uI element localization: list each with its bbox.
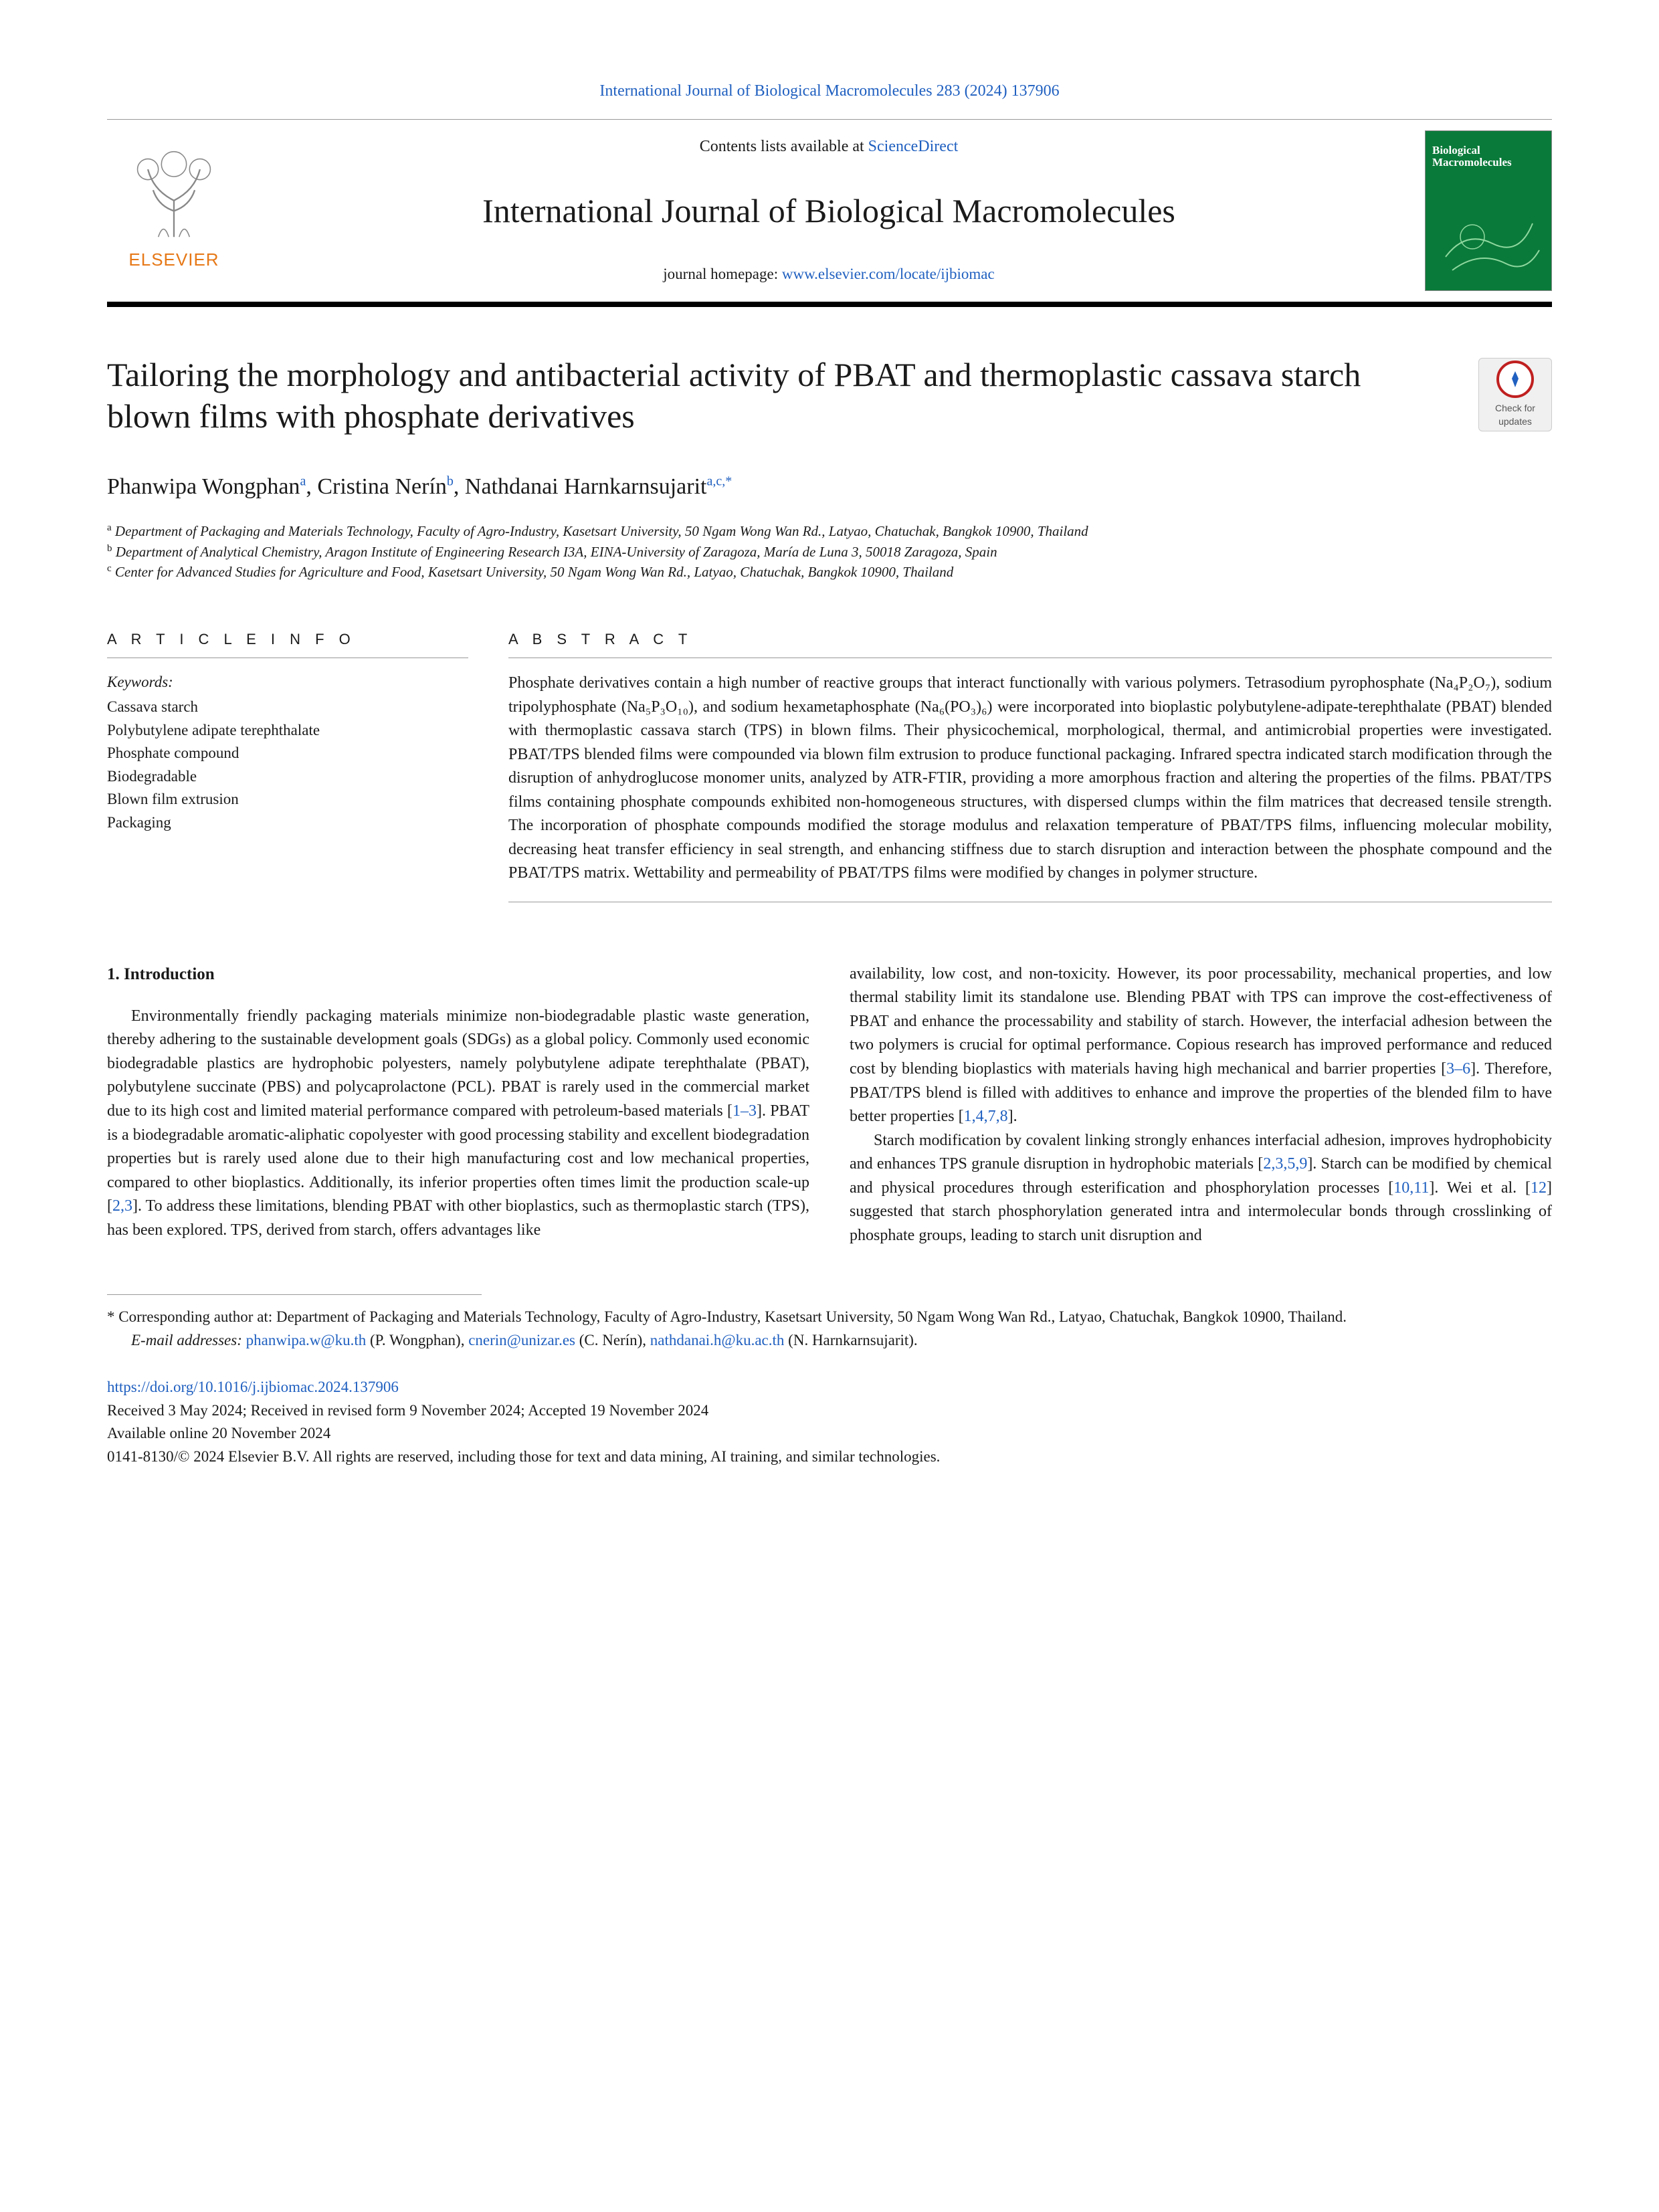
title-block: Tailoring the morphology and antibacteri…: [107, 354, 1552, 437]
sciencedirect-link[interactable]: ScienceDirect: [868, 138, 959, 155]
p3-c: ]. Wei et al. [: [1429, 1179, 1531, 1197]
copyright-line: 0141-8130/© 2024 Elsevier B.V. All right…: [107, 1445, 1552, 1469]
keyword-item: Cassava starch: [107, 696, 468, 719]
affil-c: c Center for Advanced Studies for Agricu…: [107, 562, 1552, 582]
online-line: Available online 20 November 2024: [107, 1422, 1552, 1445]
authors-line: Phanwipa Wongphana, Cristina Nerínb, Nat…: [107, 471, 1552, 503]
affiliations: a Department of Packaging and Materials …: [107, 521, 1552, 582]
homepage-line: journal homepage: www.elsevier.com/locat…: [248, 264, 1410, 285]
abstract-text: Phosphate derivatives contain a high num…: [508, 672, 1552, 886]
cite-1011[interactable]: 10,11: [1393, 1179, 1429, 1197]
check-updates-text: Check for updates: [1479, 402, 1551, 428]
affil-c-text: Center for Advanced Studies for Agricult…: [115, 564, 953, 580]
p2-c: ].: [1008, 1108, 1017, 1125]
author-2[interactable]: Cristina Nerín: [317, 474, 447, 499]
affil-a-text: Department of Packaging and Materials Te…: [115, 523, 1088, 539]
email-line: E-mail addresses: phanwipa.w@ku.th (P. W…: [107, 1329, 1552, 1352]
intro-heading: 1. Introduction: [107, 963, 809, 986]
author-3[interactable]: Nathdanai Harnkarnsujarit: [465, 474, 707, 499]
author-2-sup[interactable]: b: [447, 474, 454, 488]
cite-1478[interactable]: 1,4,7,8: [964, 1108, 1008, 1125]
elsevier-tree-icon: [120, 148, 227, 242]
author-3-sup[interactable]: a,c,*: [707, 474, 733, 488]
header-top-rule: [107, 119, 1552, 120]
intro-text-left: Environmentally friendly packaging mater…: [107, 1005, 809, 1242]
email-label: E-mail addresses:: [131, 1332, 246, 1348]
corresponding-author: * Corresponding author at: Department of…: [107, 1306, 1552, 1329]
homepage-link[interactable]: www.elsevier.com/locate/ijbiomac: [782, 266, 995, 282]
email-3-after: (N. Harnkarnsujarit).: [784, 1332, 917, 1348]
cite-2359[interactable]: 2,3,5,9: [1263, 1155, 1307, 1173]
cover-thumb-title: Biological Macromolecules: [1432, 144, 1551, 169]
contents-pre: Contents lists available at: [700, 138, 868, 155]
check-updates-badge[interactable]: Check for updates: [1478, 358, 1552, 431]
body-columns: 1. Introduction Environmentally friendly…: [107, 963, 1552, 1247]
keyword-item: Polybutylene adipate terephthalate: [107, 719, 468, 742]
email-3[interactable]: nathdanai.h@ku.ac.th: [650, 1332, 785, 1348]
article-title: Tailoring the morphology and antibacteri…: [107, 354, 1452, 437]
cite-1-3[interactable]: 1–3: [733, 1102, 757, 1120]
abstract-label: A B S T R A C T: [508, 629, 1552, 650]
cite-2-3[interactable]: 2,3: [112, 1197, 132, 1215]
journal-header: ELSEVIER Contents lists available at Sci…: [107, 122, 1552, 299]
cite-3-6[interactable]: 3–6: [1446, 1060, 1470, 1078]
elsevier-text: ELSEVIER: [128, 247, 219, 272]
affil-b: b Department of Analytical Chemistry, Ar…: [107, 542, 1552, 562]
crossmark-icon: [1496, 361, 1534, 398]
p1-a: Environmentally friendly packaging mater…: [107, 1007, 809, 1120]
elsevier-logo[interactable]: ELSEVIER: [107, 122, 241, 299]
body-col-left: 1. Introduction Environmentally friendly…: [107, 963, 809, 1247]
email-2-after: (C. Nerín),: [575, 1332, 650, 1348]
sub-footer: https://doi.org/10.1016/j.ijbiomac.2024.…: [107, 1376, 1552, 1468]
author-1-sup[interactable]: a: [300, 474, 306, 488]
dates-line: Received 3 May 2024; Received in revised…: [107, 1399, 1552, 1423]
footnote-block: * Corresponding author at: Department of…: [107, 1306, 1552, 1352]
keyword-item: Biodegradable: [107, 765, 468, 789]
affil-b-text: Department of Analytical Chemistry, Arag…: [116, 544, 997, 560]
abstract-col: A B S T R A C T Phosphate derivatives co…: [508, 629, 1552, 902]
affil-a: a Department of Packaging and Materials …: [107, 521, 1552, 541]
cite-12[interactable]: 12: [1531, 1179, 1547, 1197]
keyword-item: Phosphate compound: [107, 742, 468, 765]
info-abstract-row: A R T I C L E I N F O Keywords: Cassava …: [107, 629, 1552, 902]
keywords-list: Cassava starch Polybutylene adipate tere…: [107, 696, 468, 834]
journal-cover-thumb[interactable]: Biological Macromolecules: [1425, 130, 1552, 291]
email-2[interactable]: cnerin@unizar.es: [468, 1332, 575, 1348]
doi-link[interactable]: https://doi.org/10.1016/j.ijbiomac.2024.…: [107, 1376, 1552, 1399]
email-1[interactable]: phanwipa.w@ku.th: [246, 1332, 367, 1348]
journal-name: International Journal of Biological Macr…: [248, 187, 1410, 234]
article-info-col: A R T I C L E I N F O Keywords: Cassava …: [107, 629, 468, 902]
email-1-after: (P. Wongphan),: [366, 1332, 468, 1348]
homepage-pre: journal homepage:: [663, 266, 782, 282]
article-info-label: A R T I C L E I N F O: [107, 629, 468, 650]
p1-c: ]. To address these limitations, blendin…: [107, 1197, 809, 1239]
citation-line[interactable]: International Journal of Biological Macr…: [107, 80, 1552, 103]
footnote-rule: [107, 1294, 482, 1295]
keyword-item: Packaging: [107, 811, 468, 835]
header-thick-rule: [107, 302, 1552, 307]
author-1[interactable]: Phanwipa Wongphan: [107, 474, 300, 499]
body-col-right: availability, low cost, and non-toxicity…: [850, 963, 1552, 1247]
contents-line: Contents lists available at ScienceDirec…: [248, 136, 1410, 159]
cover-graphic-icon: [1432, 190, 1546, 284]
intro-text-right: availability, low cost, and non-toxicity…: [850, 963, 1552, 1247]
keyword-item: Blown film extrusion: [107, 788, 468, 811]
header-center: Contents lists available at ScienceDirec…: [241, 122, 1417, 299]
keywords-label: Keywords:: [107, 672, 468, 693]
